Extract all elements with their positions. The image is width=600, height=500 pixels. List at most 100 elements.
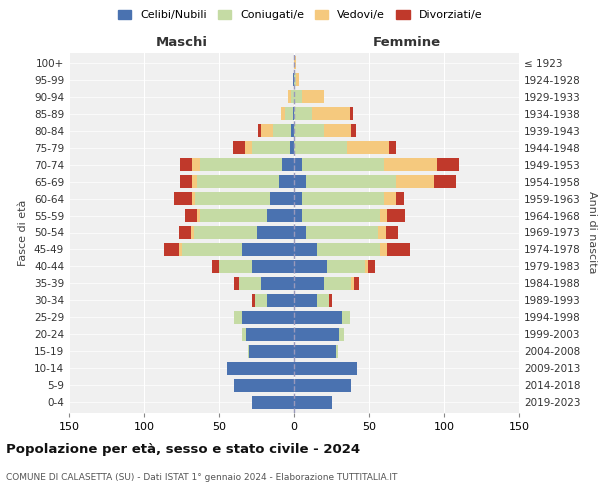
Bar bbox=[347, 141, 389, 154]
Bar bbox=[281, 107, 285, 120]
Text: Maschi: Maschi bbox=[155, 36, 208, 49]
Bar bbox=[324, 124, 351, 137]
Bar bbox=[193, 226, 257, 239]
Bar bbox=[306, 226, 378, 239]
Bar bbox=[339, 328, 343, 341]
Bar bbox=[294, 124, 324, 137]
Bar bbox=[351, 277, 354, 290]
Bar bbox=[294, 396, 331, 409]
Y-axis label: Fasce di età: Fasce di età bbox=[19, 200, 28, 266]
Bar bbox=[180, 158, 192, 171]
Bar bbox=[291, 90, 294, 104]
Bar bbox=[384, 192, 396, 205]
Bar bbox=[387, 243, 409, 256]
Bar bbox=[324, 277, 351, 290]
Text: Femmine: Femmine bbox=[373, 36, 440, 49]
Bar bbox=[182, 243, 241, 256]
Bar bbox=[212, 260, 219, 273]
Bar bbox=[219, 260, 252, 273]
Bar bbox=[294, 226, 306, 239]
Bar bbox=[252, 294, 255, 307]
Bar bbox=[302, 158, 384, 171]
Bar bbox=[380, 209, 387, 222]
Bar bbox=[380, 243, 387, 256]
Bar bbox=[294, 362, 357, 375]
Bar bbox=[294, 192, 302, 205]
Bar bbox=[302, 209, 380, 222]
Text: Popolazione per età, sesso e stato civile - 2024: Popolazione per età, sesso e stato civil… bbox=[6, 442, 360, 456]
Bar bbox=[255, 294, 267, 307]
Bar bbox=[294, 141, 347, 154]
Bar bbox=[241, 243, 294, 256]
Bar bbox=[252, 260, 294, 273]
Bar bbox=[291, 124, 294, 137]
Bar bbox=[387, 209, 405, 222]
Bar bbox=[261, 124, 273, 137]
Bar bbox=[389, 141, 396, 154]
Bar bbox=[294, 294, 317, 307]
Bar bbox=[192, 192, 195, 205]
Bar bbox=[252, 396, 294, 409]
Bar bbox=[367, 260, 375, 273]
Bar bbox=[294, 243, 317, 256]
Bar bbox=[294, 209, 302, 222]
Bar bbox=[174, 192, 192, 205]
Bar bbox=[294, 378, 351, 392]
Bar bbox=[306, 175, 396, 188]
Bar bbox=[285, 107, 293, 120]
Bar bbox=[270, 192, 294, 205]
Bar bbox=[197, 209, 199, 222]
Bar bbox=[252, 141, 290, 154]
Bar bbox=[378, 226, 386, 239]
Bar bbox=[195, 192, 270, 205]
Bar bbox=[302, 90, 324, 104]
Bar bbox=[329, 294, 331, 307]
Bar bbox=[386, 226, 398, 239]
Bar bbox=[365, 260, 367, 273]
Bar bbox=[246, 328, 294, 341]
Bar bbox=[294, 311, 342, 324]
Bar bbox=[282, 158, 294, 171]
Bar bbox=[294, 277, 324, 290]
Bar bbox=[245, 141, 252, 154]
Bar bbox=[294, 73, 296, 86]
Bar bbox=[288, 90, 291, 104]
Bar bbox=[294, 328, 339, 341]
Bar bbox=[233, 141, 245, 154]
Bar bbox=[294, 175, 306, 188]
Bar bbox=[349, 107, 353, 120]
Bar bbox=[273, 124, 291, 137]
Bar bbox=[294, 260, 327, 273]
Bar bbox=[199, 158, 282, 171]
Bar bbox=[396, 175, 433, 188]
Bar bbox=[351, 124, 355, 137]
Bar bbox=[248, 344, 249, 358]
Bar bbox=[185, 209, 197, 222]
Bar bbox=[294, 344, 336, 358]
Bar bbox=[192, 175, 197, 188]
Bar bbox=[267, 294, 294, 307]
Bar bbox=[396, 192, 404, 205]
Bar bbox=[249, 344, 294, 358]
Bar bbox=[354, 277, 359, 290]
Bar bbox=[258, 124, 261, 137]
Bar bbox=[317, 243, 380, 256]
Legend: Celibi/Nubili, Coniugati/e, Vedovi/e, Divorziati/e: Celibi/Nubili, Coniugati/e, Vedovi/e, Di… bbox=[113, 6, 487, 25]
Bar bbox=[180, 175, 192, 188]
Bar bbox=[163, 243, 179, 256]
Bar bbox=[279, 175, 294, 188]
Bar bbox=[293, 107, 294, 120]
Bar bbox=[191, 226, 193, 239]
Bar bbox=[384, 158, 437, 171]
Bar bbox=[336, 344, 337, 358]
Bar bbox=[234, 277, 239, 290]
Bar bbox=[261, 277, 294, 290]
Bar bbox=[290, 141, 294, 154]
Bar bbox=[437, 158, 459, 171]
Bar bbox=[179, 243, 182, 256]
Bar bbox=[199, 209, 267, 222]
Bar bbox=[294, 158, 302, 171]
Bar bbox=[302, 192, 384, 205]
Bar bbox=[192, 158, 199, 171]
Bar bbox=[296, 73, 299, 86]
